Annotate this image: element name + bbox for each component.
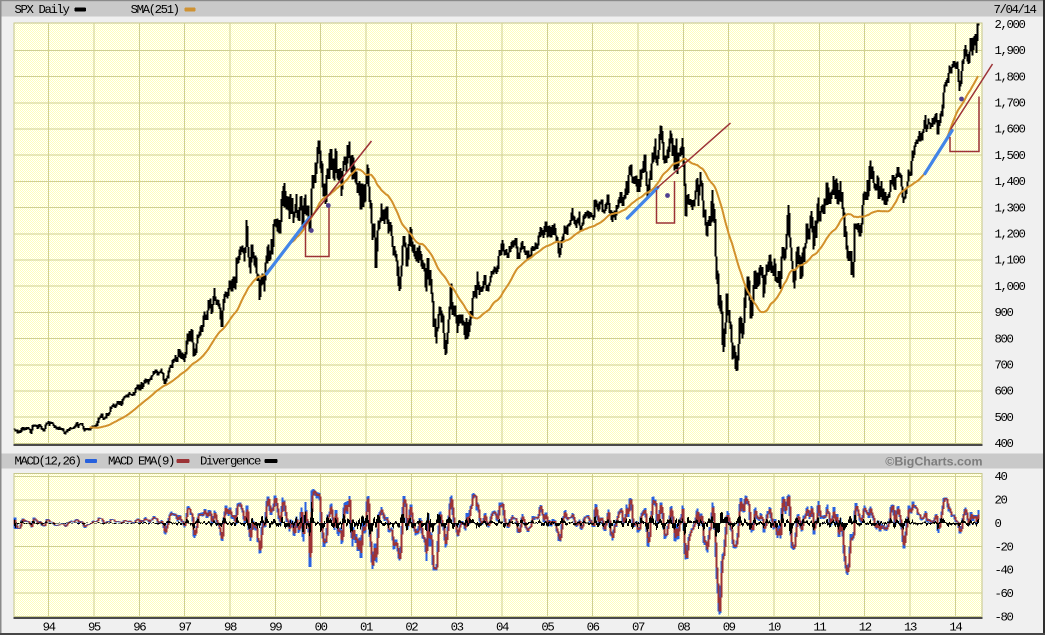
- svg-text:1,500: 1,500: [995, 149, 1026, 163]
- svg-text:-60: -60: [995, 587, 1014, 601]
- svg-text:800: 800: [995, 332, 1014, 346]
- svg-text:-40: -40: [995, 564, 1014, 578]
- svg-text:SMA(251): SMA(251): [131, 3, 179, 17]
- svg-text:SPX Daily: SPX Daily: [15, 3, 70, 17]
- svg-text:1,200: 1,200: [995, 228, 1026, 242]
- svg-text:40: 40: [995, 470, 1008, 484]
- svg-text:99: 99: [269, 621, 282, 635]
- svg-text:95: 95: [88, 621, 101, 635]
- svg-text:03: 03: [451, 621, 464, 635]
- svg-text:MACD(12,26): MACD(12,26): [15, 455, 81, 469]
- svg-text:-80: -80: [995, 610, 1014, 624]
- svg-text:500: 500: [995, 411, 1014, 425]
- svg-text:14: 14: [949, 621, 962, 635]
- svg-text:600: 600: [995, 385, 1014, 399]
- svg-text:04: 04: [496, 621, 509, 635]
- svg-text:08: 08: [677, 621, 690, 635]
- svg-text:1,400: 1,400: [995, 175, 1026, 189]
- svg-text:01: 01: [360, 621, 373, 635]
- svg-text:10: 10: [768, 621, 781, 635]
- svg-text:1,800: 1,800: [995, 70, 1026, 84]
- svg-text:900: 900: [995, 306, 1014, 320]
- svg-text:02: 02: [405, 621, 418, 635]
- svg-text:1,000: 1,000: [995, 280, 1026, 294]
- svg-text:94: 94: [43, 621, 56, 635]
- svg-text:20: 20: [995, 494, 1008, 508]
- svg-text:2,000: 2,000: [995, 18, 1026, 32]
- svg-text:13: 13: [904, 621, 917, 635]
- svg-text:7/04/14: 7/04/14: [994, 3, 1037, 17]
- svg-text:Divergence: Divergence: [200, 455, 261, 469]
- svg-text:-20: -20: [995, 540, 1014, 554]
- svg-text:700: 700: [995, 359, 1014, 373]
- svg-text:05: 05: [541, 621, 554, 635]
- svg-text:12: 12: [859, 621, 872, 635]
- svg-text:400: 400: [995, 437, 1014, 451]
- svg-text:00: 00: [315, 621, 328, 635]
- svg-text:1,900: 1,900: [995, 44, 1026, 58]
- svg-text:07: 07: [632, 621, 645, 635]
- svg-text:98: 98: [224, 621, 237, 635]
- svg-text:97: 97: [179, 621, 192, 635]
- svg-text:06: 06: [587, 621, 600, 635]
- svg-text:1,700: 1,700: [995, 97, 1026, 111]
- svg-text:96: 96: [133, 621, 146, 635]
- svg-text:0: 0: [995, 517, 1002, 531]
- svg-text:1,600: 1,600: [995, 123, 1026, 137]
- svg-text:11: 11: [813, 621, 826, 635]
- svg-text:©BigCharts.com: ©BigCharts.com: [885, 454, 982, 468]
- svg-text:1,100: 1,100: [995, 254, 1026, 268]
- svg-text:MACD EMA(9): MACD EMA(9): [108, 455, 174, 469]
- svg-text:09: 09: [723, 621, 736, 635]
- svg-text:1,300: 1,300: [995, 201, 1026, 215]
